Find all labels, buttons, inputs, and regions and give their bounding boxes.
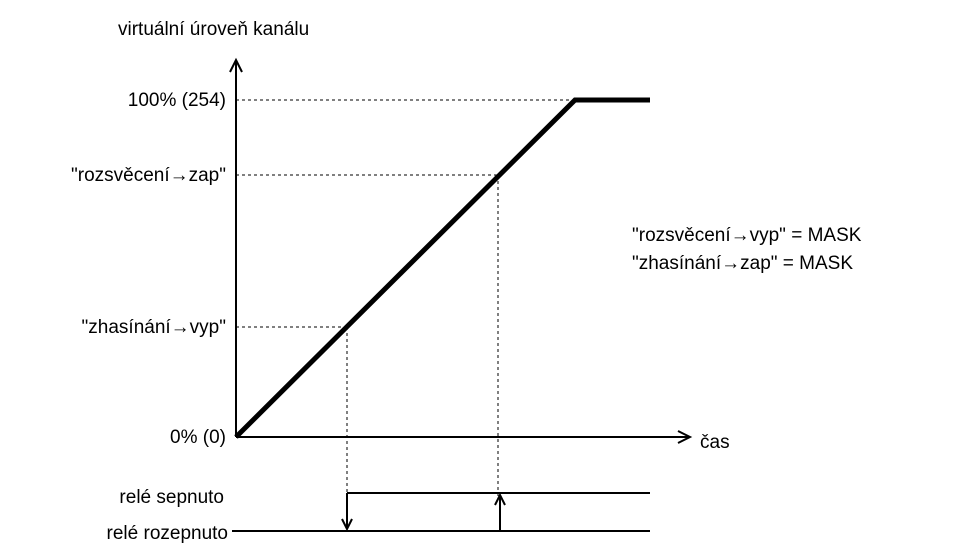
arrow-up xyxy=(494,492,506,506)
relay-label: relé sepnuto xyxy=(119,487,224,508)
arrow-down xyxy=(341,518,353,532)
y-label: virtuální úroveň kanálu xyxy=(118,19,309,40)
note: "rozsvěcení→vyp" = MASK xyxy=(632,225,862,246)
level-label: "rozsvěcení→zap" xyxy=(71,165,226,186)
level-label: 0% (0) xyxy=(170,427,226,448)
level-label: "zhasínání→vyp" xyxy=(82,317,226,338)
y-arrow xyxy=(229,57,243,73)
x-label: čas xyxy=(700,432,730,453)
ramp xyxy=(234,97,650,439)
note: "zhasínání→zap" = MASK xyxy=(632,253,853,274)
relay-label: relé rozepnuto xyxy=(107,523,228,544)
level-label: 100% (254) xyxy=(128,90,226,111)
x-arrow xyxy=(677,430,693,444)
